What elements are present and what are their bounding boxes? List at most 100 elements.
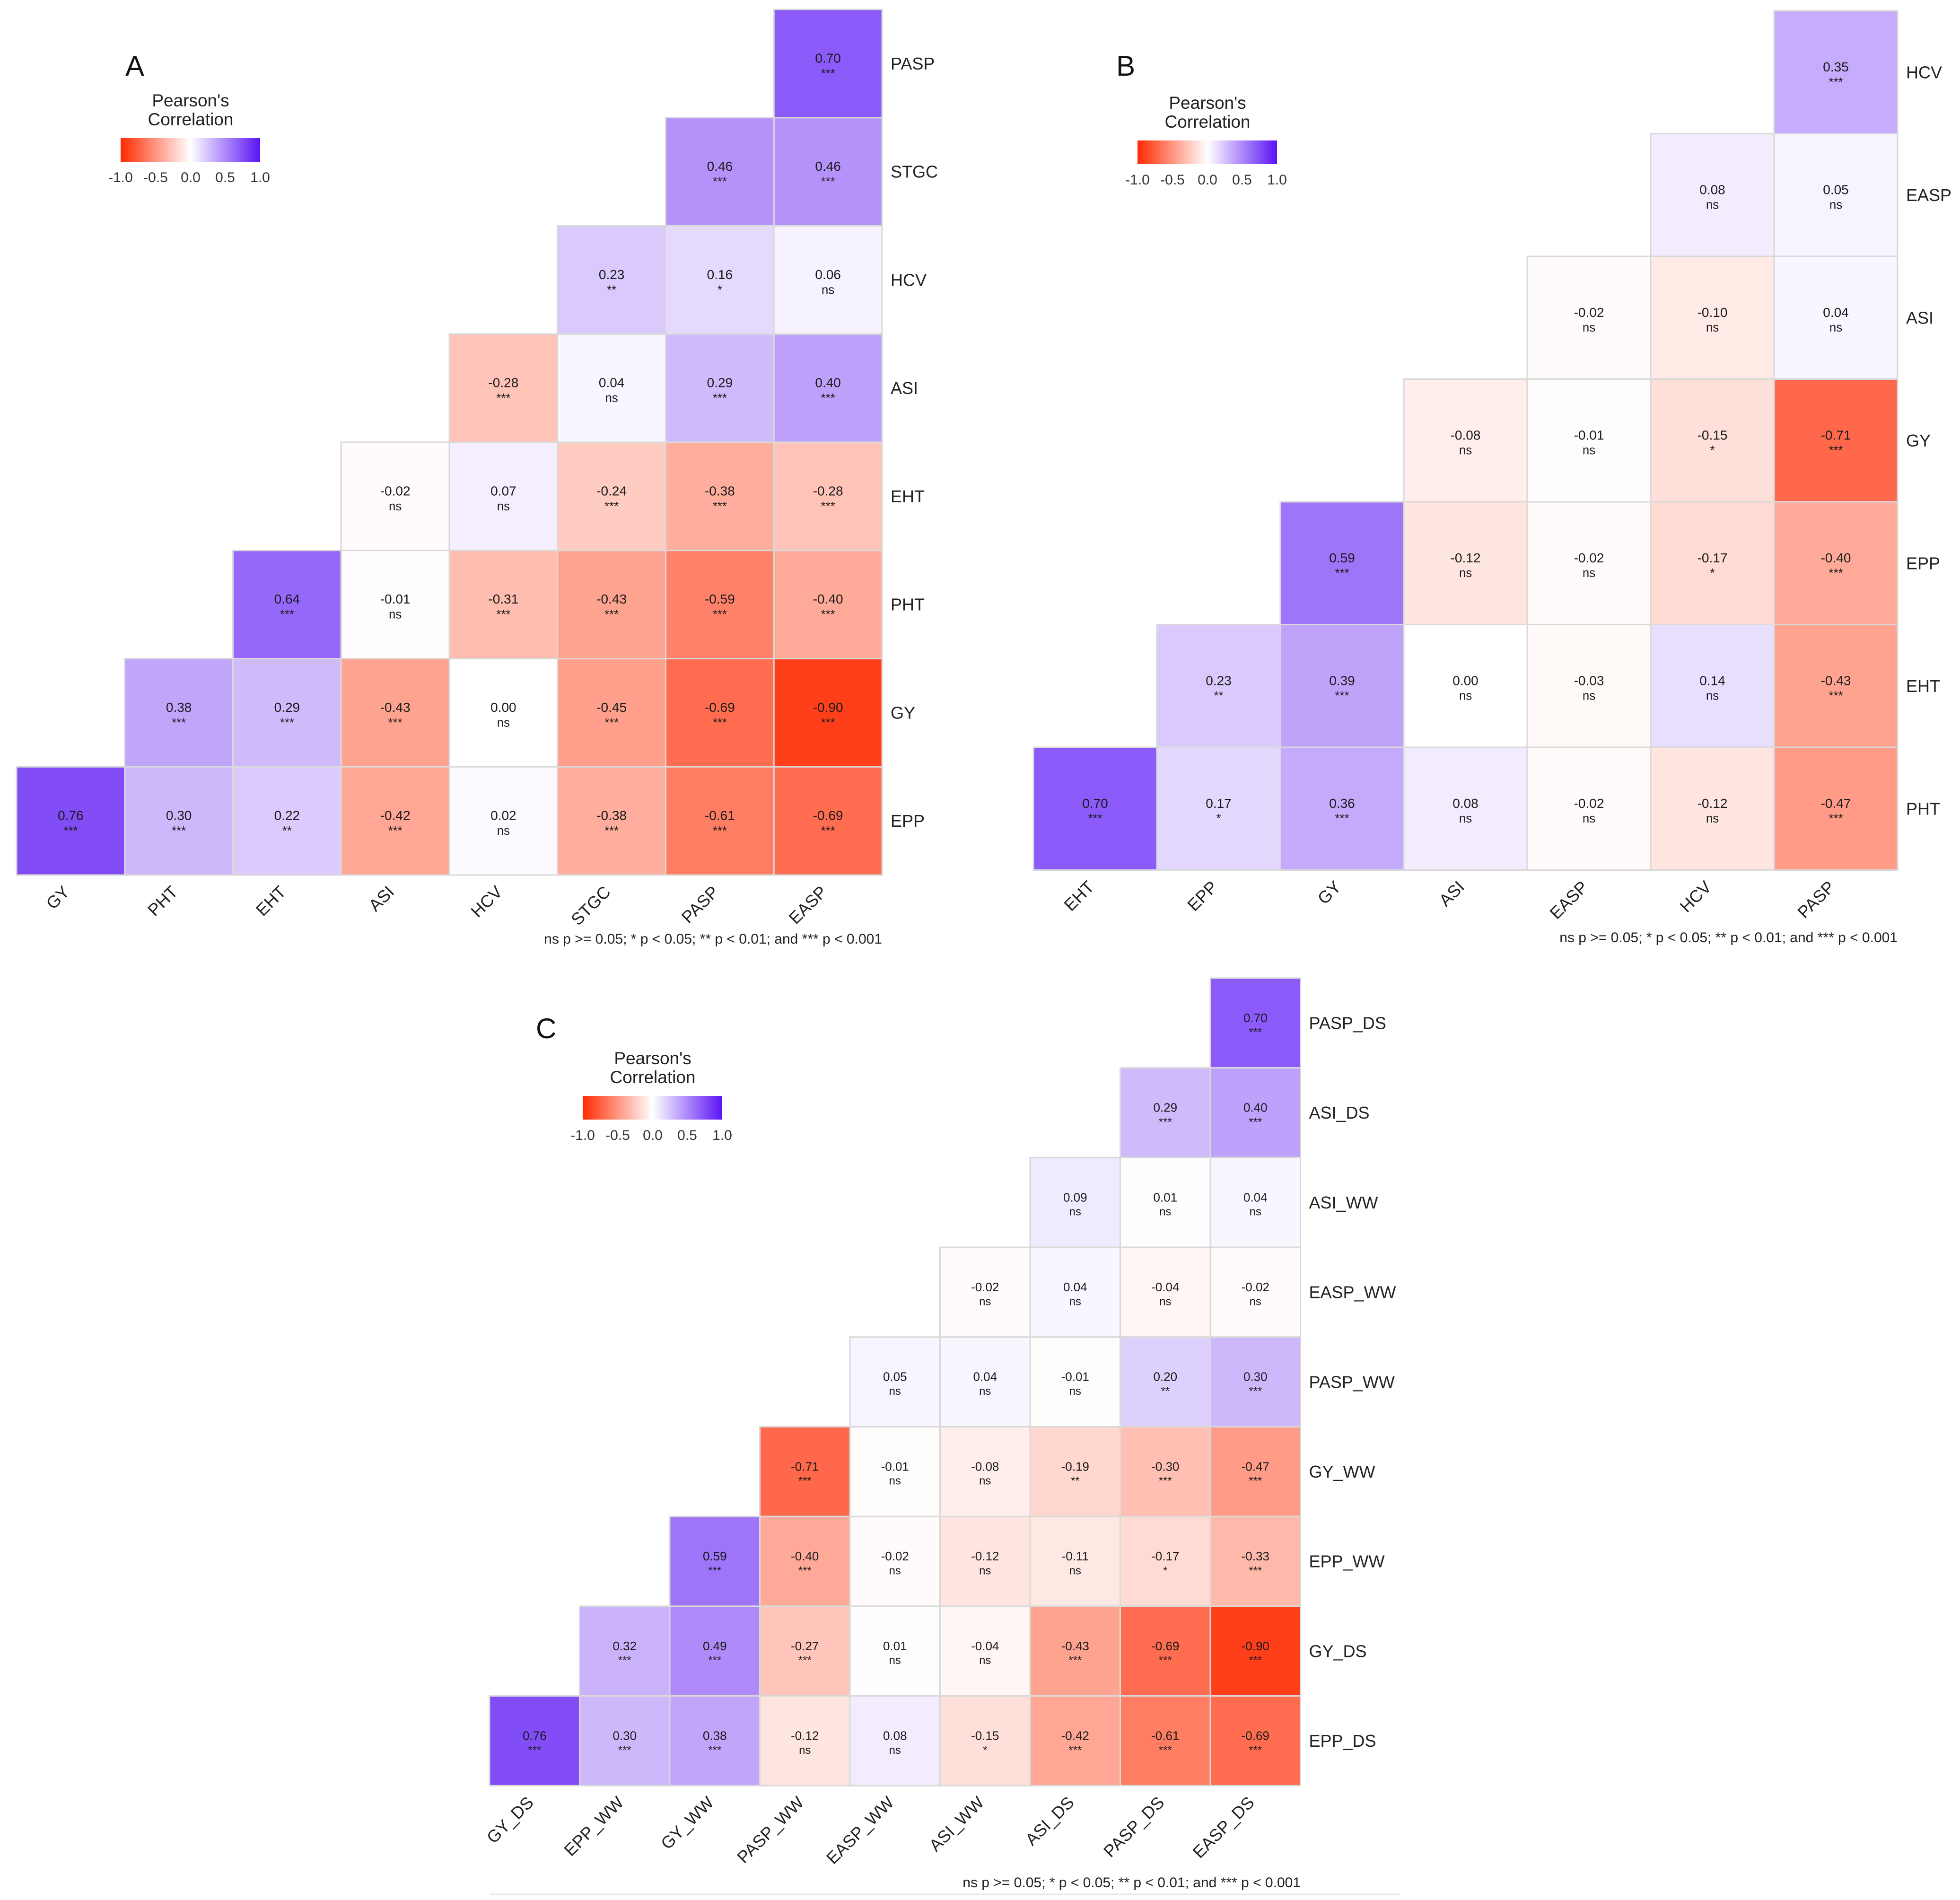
cell-value-label: 0.40 xyxy=(815,376,841,390)
cell-value-label: -0.02 xyxy=(1242,1280,1269,1294)
heatmap-cell xyxy=(939,1426,1031,1517)
heatmap-cell xyxy=(1403,378,1528,503)
legend-tick: 0.5 xyxy=(677,1128,697,1143)
panel-a-label: A xyxy=(125,50,144,82)
panel-c-legend: Pearson's Correlation -1.0 -0.5 0.0 0.5 … xyxy=(570,1049,732,1143)
legend-tick: 0.5 xyxy=(215,170,235,185)
heatmap-a-cells: 0.70***0.46***0.46***0.23**0.16*0.06ns-0… xyxy=(16,9,938,929)
cell-value-label: -0.27 xyxy=(791,1639,819,1653)
legend-tick: 0.0 xyxy=(181,170,201,185)
legend-tick: -1.0 xyxy=(108,170,133,185)
cell-significance-label: *** xyxy=(821,824,835,838)
cell-value-label: 0.09 xyxy=(1063,1190,1087,1204)
legend-title-line2: Correlation xyxy=(1165,112,1251,131)
legend-title-line2: Correlation xyxy=(610,1068,696,1087)
cell-value-label: 0.00 xyxy=(1452,673,1479,688)
cell-value-label: -0.38 xyxy=(596,808,627,823)
cell-significance-label: * xyxy=(1216,812,1221,825)
x-tick-label: EASP xyxy=(1546,877,1592,923)
cell-significance-label: *** xyxy=(713,824,727,838)
cell-value-label: 0.04 xyxy=(1823,305,1849,320)
cell-value-label: -0.31 xyxy=(488,592,518,606)
cell-value-label: 0.76 xyxy=(58,808,84,823)
cell-value-label: 0.76 xyxy=(523,1728,547,1742)
cell-significance-label: ns xyxy=(979,1475,991,1488)
cell-value-label: 0.05 xyxy=(1823,182,1849,197)
cell-value-label: -0.90 xyxy=(813,700,843,715)
cell-significance-label: *** xyxy=(1829,690,1843,703)
y-tick-label: STGC xyxy=(891,162,938,182)
cell-significance-label: ns xyxy=(889,1744,901,1757)
heatmap-cell xyxy=(773,225,883,335)
heatmap-cell xyxy=(665,225,775,335)
cell-significance-label: ns xyxy=(1069,1295,1081,1308)
y-tick-label: HCV xyxy=(1906,62,1942,82)
cell-value-label: -0.47 xyxy=(1242,1459,1269,1473)
cell-value-label: -0.01 xyxy=(1574,428,1604,442)
x-tick-label: PASP_DS xyxy=(1100,1793,1168,1861)
cell-significance-label: *** xyxy=(172,716,186,729)
cell-significance-label: ns xyxy=(1069,1385,1081,1398)
y-tick-label: ASI_WW xyxy=(1309,1193,1378,1212)
cell-significance-label: ns xyxy=(1459,690,1472,703)
y-tick-label: EASP xyxy=(1906,185,1951,205)
heatmap-cell xyxy=(448,441,559,552)
heatmap-cell xyxy=(232,766,342,876)
heatmap-cell xyxy=(124,658,234,768)
heatmap-cell xyxy=(773,550,883,659)
cell-significance-label: *** xyxy=(496,392,510,405)
heatmap-c-cells: 0.70***0.29***0.40***0.09ns0.01ns0.04ns-… xyxy=(483,977,1396,1868)
legend-tick: 0.0 xyxy=(643,1128,663,1143)
cell-value-label: -0.90 xyxy=(1242,1639,1269,1653)
y-tick-label: GY xyxy=(891,703,915,722)
heatmap-cell xyxy=(489,1695,580,1786)
cell-value-label: 0.46 xyxy=(815,159,841,174)
cell-significance-label: ns xyxy=(889,1654,901,1667)
panel-c-note: ns p >= 0.05; * p < 0.05; ** p < 0.01; a… xyxy=(962,1875,1301,1891)
cell-value-label: -0.43 xyxy=(380,700,411,715)
cell-significance-label: ** xyxy=(1071,1475,1080,1488)
cell-significance-label: *** xyxy=(821,500,835,513)
cell-value-label: 0.36 xyxy=(1329,796,1355,811)
cell-value-label: 0.04 xyxy=(1063,1280,1087,1294)
cell-significance-label: * xyxy=(718,283,722,297)
cell-value-label: -0.42 xyxy=(1061,1728,1089,1742)
cell-significance-label: *** xyxy=(708,1654,721,1667)
cell-value-label: 0.05 xyxy=(883,1370,907,1384)
cell-value-label: 0.30 xyxy=(1243,1370,1268,1384)
cell-value-label: 0.08 xyxy=(883,1728,907,1742)
cell-significance-label: *** xyxy=(1159,1116,1172,1129)
cell-significance-label: ns xyxy=(497,500,510,513)
x-tick-label: EASP xyxy=(785,882,831,928)
cell-value-label: 0.59 xyxy=(703,1549,727,1563)
cell-significance-label: *** xyxy=(1335,690,1349,703)
legend-tick: 1.0 xyxy=(712,1128,732,1143)
legend-tick: 1.0 xyxy=(250,170,270,185)
cell-significance-label: *** xyxy=(1088,812,1102,825)
cell-significance-label: *** xyxy=(821,608,835,622)
x-tick-label: GY_WW xyxy=(657,1793,718,1853)
cell-value-label: -0.28 xyxy=(488,376,518,390)
heatmap-cell xyxy=(340,550,450,659)
heatmap-cell xyxy=(1403,501,1528,625)
cell-value-label: 0.40 xyxy=(1243,1101,1268,1115)
heatmap-cell xyxy=(1650,746,1775,871)
cell-significance-label: *** xyxy=(604,608,619,622)
cell-significance-label: *** xyxy=(821,67,835,80)
cell-significance-label: ns xyxy=(1159,1295,1171,1308)
cell-significance-label: *** xyxy=(708,1744,721,1757)
x-tick-label: EPP_WW xyxy=(560,1793,627,1860)
x-tick-label: ASI xyxy=(1435,877,1468,910)
legend-title-line1: Pearson's xyxy=(1169,93,1246,113)
heatmap-cell xyxy=(1279,624,1405,748)
x-tick-label: PHT xyxy=(144,882,182,920)
heatmap-cell xyxy=(579,1605,671,1697)
y-tick-label: EPP_DS xyxy=(1309,1731,1376,1751)
heatmap-cell xyxy=(1156,624,1281,748)
cell-significance-label: *** xyxy=(280,716,294,729)
legend-title-line1: Pearson's xyxy=(152,91,229,110)
heatmap-cell xyxy=(1650,378,1775,503)
legend-tick: -1.0 xyxy=(1125,172,1150,188)
cell-significance-label: ns xyxy=(1706,812,1719,825)
cell-significance-label: ns xyxy=(1159,1206,1171,1218)
